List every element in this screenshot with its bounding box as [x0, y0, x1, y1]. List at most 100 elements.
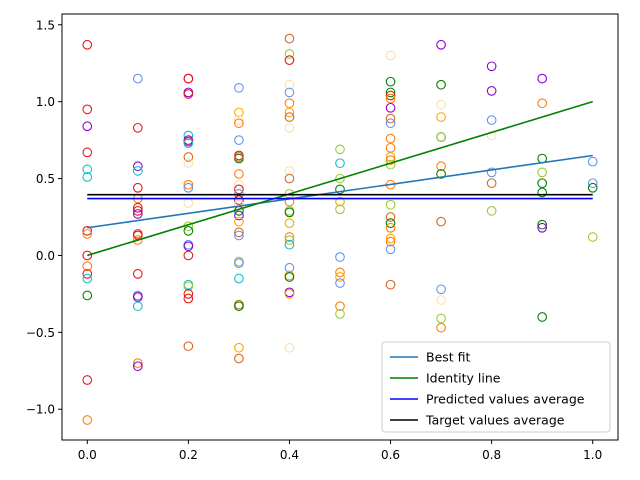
data-point: [335, 158, 345, 169]
data-point: [183, 179, 194, 190]
data-point: [132, 122, 143, 133]
data-point: [183, 130, 194, 141]
data-point: [132, 73, 143, 84]
series-line-1: [87, 100, 593, 257]
data-point: [132, 358, 143, 368]
data-point: [132, 206, 143, 216]
data-point: [82, 121, 93, 132]
data-point: [183, 73, 194, 84]
data-point: [335, 267, 345, 278]
data-point: [335, 184, 345, 195]
data-point: [385, 279, 396, 290]
data-point: [486, 86, 497, 96]
data-point: [335, 309, 345, 319]
data-point: [436, 216, 446, 227]
data-point: [234, 82, 244, 93]
data-point: [284, 55, 295, 65]
data-point: [436, 79, 446, 90]
data-point: [385, 212, 396, 222]
data-point: [385, 152, 396, 162]
legend-label: Best fit: [426, 350, 471, 365]
y-tick-label: 1.5: [36, 18, 55, 32]
data-point: [82, 225, 93, 236]
data-point: [82, 250, 93, 261]
data-point: [183, 289, 194, 299]
data-point: [436, 169, 446, 179]
data-point: [183, 250, 194, 261]
data-point: [335, 144, 345, 155]
lines-layer: [87, 100, 593, 257]
data-point: [82, 415, 93, 425]
data-point: [436, 39, 446, 50]
data-point: [284, 112, 295, 122]
data-point: [587, 178, 598, 189]
data-point: [132, 202, 143, 213]
data-point: [284, 166, 295, 176]
data-point: [284, 262, 295, 273]
y-tick-label: −1.0: [26, 403, 55, 417]
data-point: [486, 130, 497, 141]
legend-label: Identity line: [426, 371, 501, 386]
series-line-0: [87, 154, 593, 229]
data-point: [183, 293, 194, 304]
data-point: [436, 313, 446, 324]
data-point: [82, 229, 93, 239]
data-point: [436, 161, 446, 172]
data-point: [284, 239, 295, 250]
data-point: [385, 50, 396, 61]
data-point: [132, 235, 143, 245]
data-point: [234, 115, 244, 125]
data-point: [132, 361, 143, 372]
data-point: [132, 269, 143, 279]
data-point: [284, 232, 295, 242]
y-tick-label: 1.0: [36, 95, 55, 109]
data-point: [284, 33, 295, 44]
data-point: [234, 195, 244, 205]
data-point: [183, 182, 194, 193]
data-point: [234, 216, 244, 227]
data-point: [335, 272, 345, 282]
x-axis: 0.0 0.2 0.4 0.6 0.8 1.0: [78, 440, 602, 462]
legend-label: Target values average: [425, 413, 565, 428]
data-point: [486, 206, 497, 216]
data-point: [436, 322, 446, 333]
data-point: [587, 182, 598, 193]
data-point: [234, 353, 244, 364]
data-point: [436, 99, 446, 110]
data-point: [284, 98, 295, 109]
data-point: [132, 161, 143, 172]
data-point: [284, 218, 295, 229]
data-point: [587, 232, 598, 242]
data-point: [385, 199, 396, 210]
legend-label: Predicted values average: [426, 392, 585, 407]
data-point: [385, 222, 396, 233]
data-point: [385, 87, 396, 98]
legend: Best fit Identity line Predicted values av…: [381, 341, 611, 433]
data-point: [234, 179, 244, 190]
data-point: [385, 236, 396, 247]
data-point: [183, 281, 194, 292]
data-point: [82, 290, 93, 301]
data-point: [537, 73, 548, 84]
data-point: [436, 295, 446, 305]
data-point: [82, 104, 93, 115]
data-point: [183, 341, 194, 352]
data-point: [335, 204, 345, 215]
data-point: [385, 233, 396, 244]
data-point: [385, 102, 396, 113]
data-point: [82, 375, 93, 385]
data-point: [284, 173, 295, 184]
data-point: [385, 118, 396, 129]
points-layer: [82, 33, 598, 425]
data-point: [486, 61, 497, 72]
data-point: [82, 261, 93, 272]
data-point: [234, 342, 244, 353]
data-point: [183, 158, 194, 169]
data-point: [537, 98, 548, 109]
data-point: [385, 93, 396, 104]
data-point: [385, 90, 396, 101]
data-point: [436, 112, 446, 122]
x-tick-label: 0.0: [78, 448, 97, 462]
